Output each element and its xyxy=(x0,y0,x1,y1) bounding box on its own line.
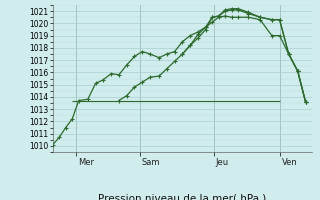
Text: Pression niveau de la mer( hPa ): Pression niveau de la mer( hPa ) xyxy=(98,193,267,200)
Text: Ven: Ven xyxy=(282,158,297,167)
Text: Jeu: Jeu xyxy=(216,158,229,167)
Text: Sam: Sam xyxy=(142,158,160,167)
Text: Mer: Mer xyxy=(78,158,94,167)
